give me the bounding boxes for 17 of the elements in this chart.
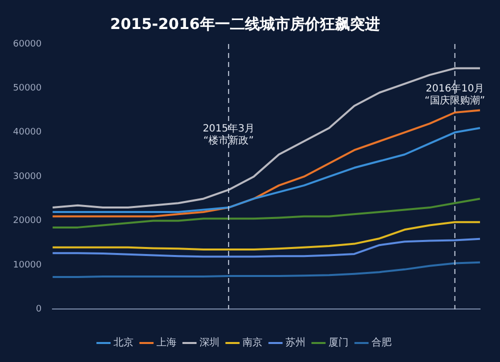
y-tick-label: 40000 xyxy=(12,128,42,138)
y-tick-label: 30000 xyxy=(12,172,42,182)
legend-label: 南京 xyxy=(242,336,262,349)
y-tick-label: 60000 xyxy=(12,39,42,50)
legend-label: 北京 xyxy=(114,336,134,349)
y-tick-label: 50000 xyxy=(12,84,42,94)
legend-label: 苏州 xyxy=(286,336,306,349)
legend-label: 深圳 xyxy=(200,336,220,349)
legend-label: 厦门 xyxy=(328,336,348,349)
legend-label: 合肥 xyxy=(372,336,392,349)
y-tick-label: 0 xyxy=(36,304,42,315)
y-tick-label: 20000 xyxy=(12,216,42,226)
annotation: 2015年3月 “楼市新政” xyxy=(202,122,255,146)
annotation: 2016年10月 “国庆限购潮” xyxy=(424,82,486,106)
y-tick-label: 10000 xyxy=(12,260,42,270)
chart-title: 2015-2016年一二线城市房价狂飙突进 xyxy=(110,14,380,33)
legend-label: 上海 xyxy=(156,336,176,349)
